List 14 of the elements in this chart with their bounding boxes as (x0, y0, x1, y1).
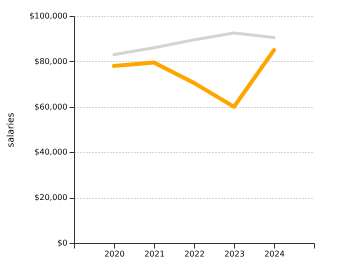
x-tick-label: 2024 (264, 250, 285, 258)
x-tick-label: 2021 (144, 250, 165, 258)
y-axis-title: salaries (6, 112, 16, 148)
x-tick-label: 2022 (184, 250, 205, 258)
y-tick-label: $40,000 (34, 148, 68, 157)
y-tick-label: $20,000 (34, 193, 68, 202)
y-tick-label: $80,000 (34, 56, 68, 66)
y-tick-label: $0 (57, 238, 68, 248)
y-tick-label: $60,000 (34, 102, 68, 112)
line-series (112, 48, 276, 109)
x-tick-label: 2023 (224, 250, 245, 258)
x-tick-label: 2020 (104, 250, 125, 258)
line-series (112, 32, 276, 56)
y-tick-label: $100,000 (29, 12, 68, 20)
